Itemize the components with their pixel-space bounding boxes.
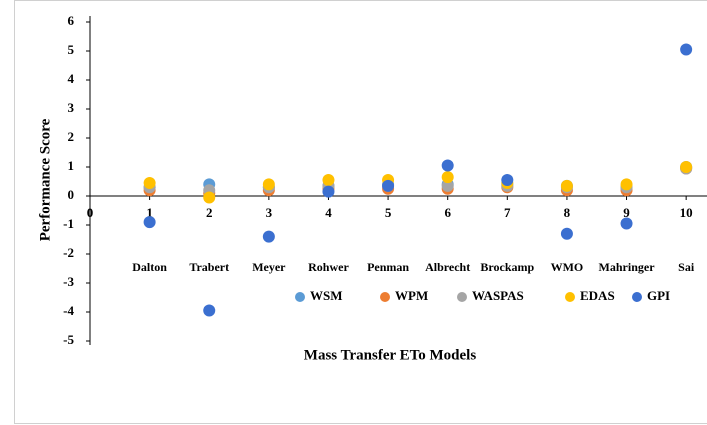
y-tick-label: 6: [68, 13, 75, 28]
x-axis-title: Mass Transfer ETo Models: [304, 347, 477, 363]
data-point: [560, 227, 573, 240]
category-label: Sai: [678, 260, 695, 274]
legend-label: EDAS: [580, 288, 615, 303]
data-point: [620, 178, 633, 191]
x-tick-label: 9: [623, 205, 630, 220]
data-point: [262, 178, 275, 191]
data-point: [680, 161, 693, 173]
y-tick-label: -3: [63, 274, 74, 289]
y-tick-label: 4: [68, 71, 75, 86]
data-point: [203, 304, 216, 317]
data-point: [680, 43, 693, 56]
data-point: [262, 230, 275, 243]
category-label: Mahringer: [599, 260, 656, 274]
x-tick-label: 1: [146, 205, 153, 220]
data-point: [501, 174, 514, 187]
legend-marker: [457, 292, 467, 302]
legend-marker: [380, 292, 390, 302]
legend-label: WSM: [310, 288, 343, 303]
x-tick-label: 3: [266, 205, 273, 220]
data-point: [441, 171, 454, 184]
legend-label: WASPAS: [472, 288, 524, 303]
x-tick-label: 4: [325, 205, 332, 220]
legend-marker: [295, 292, 305, 302]
data-point: [143, 216, 156, 229]
data-point: [322, 174, 335, 187]
y-axis-title: Performance Score: [37, 118, 53, 241]
category-label: Dalton: [132, 260, 167, 274]
category-label: Brockamp: [480, 260, 534, 274]
x-tick-label: 10: [680, 205, 693, 220]
category-label: Rohwer: [308, 260, 349, 274]
y-tick-label: 1: [68, 158, 75, 173]
data-point: [441, 179, 454, 192]
category-label: Albrecht: [425, 260, 470, 274]
y-tick-label: 0: [68, 187, 75, 202]
legend-marker: [632, 292, 642, 302]
x-tick-label: 0: [87, 205, 94, 220]
data-point: [382, 179, 395, 192]
y-tick-label: 2: [68, 129, 75, 144]
x-tick-label: 6: [444, 205, 451, 220]
y-tick-label: 3: [68, 100, 75, 115]
legend-marker: [565, 292, 575, 302]
legend-label: GPI: [647, 288, 670, 303]
x-tick-label: 5: [385, 205, 392, 220]
data-point: [322, 185, 335, 198]
data-point: [620, 217, 633, 230]
x-tick-label: 8: [564, 205, 571, 220]
data-point: [441, 159, 454, 172]
category-label: Penman: [367, 260, 409, 274]
y-tick-label: 5: [68, 42, 75, 57]
x-tick-label: 2: [206, 205, 213, 220]
data-point: [143, 176, 156, 189]
category-label: WMO: [551, 260, 584, 274]
category-label: Trabert: [189, 260, 229, 274]
y-tick-label: -1: [63, 216, 74, 231]
y-tick-label: -4: [63, 303, 74, 318]
category-label: Meyer: [252, 260, 286, 274]
legend-label: WPM: [395, 288, 428, 303]
x-tick-label: 7: [504, 205, 511, 220]
y-tick-label: -5: [63, 332, 74, 347]
data-point: [560, 179, 573, 192]
chart-frame: [14, 0, 707, 424]
data-point: [203, 191, 216, 204]
y-tick-label: -2: [63, 245, 74, 260]
